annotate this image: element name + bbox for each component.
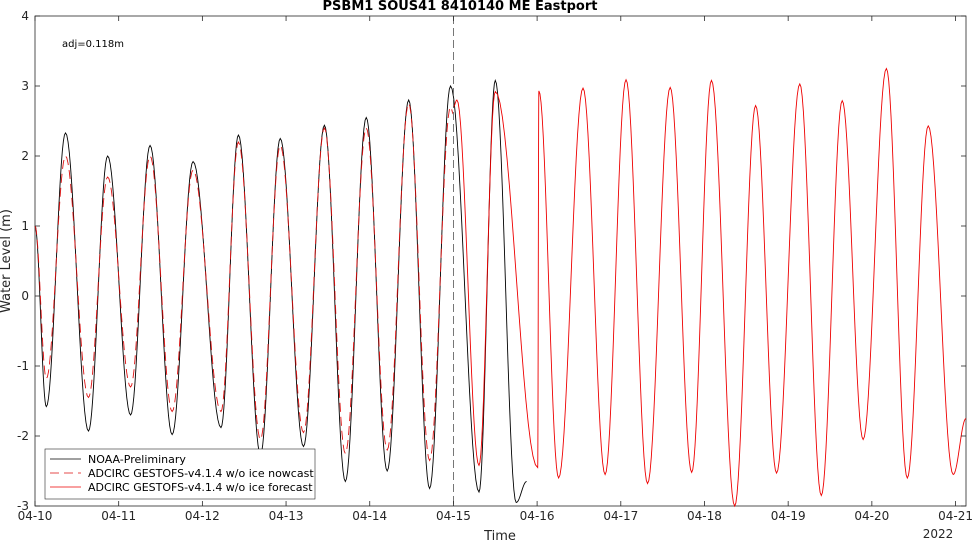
- year-label: 2022: [923, 527, 954, 541]
- series-layer: [34, 67, 967, 508]
- x-tick-label: 04-19: [771, 509, 806, 523]
- chart-title: PSBM1 SOUS41 8410140 ME Eastport: [323, 0, 598, 14]
- x-tick-label: 04-11: [101, 509, 136, 523]
- y-tick-label: -2: [17, 429, 29, 443]
- y-tick-label: 4: [21, 9, 29, 23]
- x-tick-label: 04-10: [18, 509, 53, 523]
- x-axis-label: Time: [483, 529, 516, 541]
- x-tick-label: 04-15: [436, 509, 471, 523]
- y-tick-label: 3: [21, 79, 29, 93]
- legend: NOAA-Preliminary ADCIRC GESTOFS-v4.1.4 w…: [44, 448, 316, 500]
- legend-label-observed: NOAA-Preliminary: [88, 453, 186, 466]
- legend-label-forecast: ADCIRC GESTOFS-v4.1.4 w/o ice forecast: [88, 481, 313, 494]
- y-tick-label: -3: [17, 499, 29, 513]
- x-tick-label: 04-18: [687, 509, 722, 523]
- legend-label-nowcast: ADCIRC GESTOFS-v4.1.4 w/o ice nowcast: [88, 467, 314, 480]
- tick-layer: 04-10 04-11 04-12 04-13 04-14 04-15 04-16 04-17…: [17, 9, 973, 523]
- x-tick-label: 04-13: [269, 509, 304, 523]
- series-line-2: [34, 102, 454, 462]
- x-tick-label: 04-16: [520, 509, 555, 523]
- plot-area: [34, 15, 967, 507]
- x-tick-label: 04-21: [938, 509, 973, 523]
- x-tick-label: 04-17: [603, 509, 638, 523]
- y-tick-label: 1: [21, 219, 29, 233]
- y-tick-label: 2: [21, 149, 29, 163]
- x-tick-label: 04-20: [854, 509, 889, 523]
- x-tick-label: 04-14: [352, 509, 387, 523]
- y-tick-label: 0: [21, 289, 29, 303]
- series-line-1: [34, 78, 527, 504]
- y-axis-label: Water Level (m): [0, 209, 14, 313]
- legend-box: [44, 448, 316, 500]
- series-line-3: [453, 67, 967, 508]
- y-tick-label: -1: [17, 359, 29, 373]
- adjustment-note: adj=0.118m: [62, 39, 124, 50]
- x-tick-label: 04-12: [185, 509, 220, 523]
